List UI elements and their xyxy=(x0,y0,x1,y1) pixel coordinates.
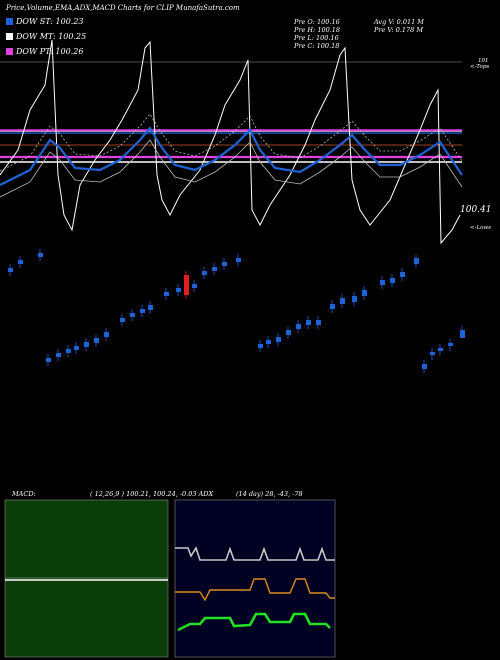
ema-line xyxy=(0,126,463,186)
candle-body-29 xyxy=(330,304,335,309)
macd-values: ( 12,26,9 ) 100.21, 100.24, -0.03 ADX xyxy=(90,490,214,498)
legend-item-dow-st: DOW ST: 100.23 xyxy=(6,17,86,26)
candle-body-extra-1 xyxy=(438,348,443,351)
tops-label: <-Tops xyxy=(470,64,490,70)
candle-body-10 xyxy=(120,318,125,322)
candle-body-28 xyxy=(316,320,321,325)
prev-stats: Pre O: 100.16 Pre H: 100.18 Pre L: 100.1… xyxy=(294,18,340,50)
candle-body-2 xyxy=(38,253,43,257)
candle-body-11 xyxy=(130,313,135,317)
adx-values: (14 day) 28, -43, -78 xyxy=(236,490,303,498)
candle-body-36 xyxy=(414,258,419,264)
candle-body-33 xyxy=(380,280,385,285)
adx-line xyxy=(175,546,335,561)
legend-item-dow-mt: DOW MT: 100.25 xyxy=(6,32,86,41)
candle-body-13 xyxy=(148,305,153,310)
candle-body-23 xyxy=(266,340,271,344)
legend-swatch-mt xyxy=(6,33,13,40)
candle-body-35 xyxy=(400,272,405,277)
candle-body-9 xyxy=(104,332,109,337)
legend-item-dow-pt: DOW PT: 100.26 xyxy=(6,47,86,56)
price-layer xyxy=(0,39,463,245)
candle-body-25 xyxy=(286,330,291,335)
candle-body-8 xyxy=(94,338,99,343)
candle-body-31 xyxy=(352,296,357,302)
chart-caption: Price,Volume,EMA,ADX,MACD Charts for CLI… xyxy=(6,4,240,12)
di-minus-line xyxy=(177,612,331,632)
stat-prev-volume: Pre V: 0.178 M xyxy=(374,26,424,34)
stat-prev-low: Pre L: 100.16 xyxy=(294,34,339,42)
candle-body-1 xyxy=(18,260,23,264)
candle-body-27 xyxy=(306,320,311,325)
stat-prev-high: Pre H: 100.18 xyxy=(294,26,341,34)
candle-body-30 xyxy=(340,298,345,304)
tops-value: 101 xyxy=(478,58,489,64)
candle-body-12 xyxy=(140,309,145,313)
candle-body-34 xyxy=(390,278,395,283)
candle-body-7 xyxy=(84,342,89,347)
macd-label: MACD: xyxy=(12,490,36,498)
candle-body-16 xyxy=(164,292,169,296)
candle-body-18 xyxy=(202,271,207,275)
candle-body-14 xyxy=(184,275,189,295)
legend-label-pt: DOW PT: 100.26 xyxy=(16,47,84,56)
candle-body-26 xyxy=(296,324,301,329)
lows-label: <-Lows xyxy=(470,225,491,231)
candle-body-extra-3 xyxy=(460,330,465,338)
price-value-label: 100.41 xyxy=(460,205,492,215)
candle-body-15 xyxy=(176,288,181,292)
volume-stats: Avg V: 0.011 M Pre V: 0.178 M xyxy=(374,18,424,34)
envelope-upper xyxy=(0,113,463,172)
candle-body-19 xyxy=(212,267,217,271)
candle-body-17 xyxy=(192,284,197,288)
candle-body-24 xyxy=(276,337,281,342)
candle-body-0 xyxy=(8,268,13,272)
candle-body-20 xyxy=(222,262,227,266)
envelope-lower xyxy=(0,139,463,198)
legend: DOW ST: 100.23 DOW MT: 100.25 DOW PT: 10… xyxy=(6,17,86,56)
candle-layer xyxy=(8,249,465,373)
stat-prev-close: Pre C: 100.18 xyxy=(294,42,340,50)
candle-body-32 xyxy=(362,290,367,296)
di-plus-line xyxy=(175,578,335,602)
stat-avg-volume: Avg V: 0.011 M xyxy=(374,18,424,26)
candle-body-22 xyxy=(258,344,263,348)
candle-body-6 xyxy=(74,346,79,350)
candle-body-3 xyxy=(46,358,51,362)
candle-body-4 xyxy=(56,353,61,357)
legend-label-mt: DOW MT: 100.25 xyxy=(16,32,87,41)
panel-layer xyxy=(4,499,336,658)
candle-body-extra-2 xyxy=(448,343,453,346)
candle-body-extra-0 xyxy=(430,352,435,355)
candle-body-21 xyxy=(236,258,241,262)
price-line xyxy=(0,39,461,245)
legend-swatch-st xyxy=(6,18,13,25)
legend-swatch-pt xyxy=(6,48,13,55)
candle-body-5 xyxy=(66,349,71,353)
legend-label-st: DOW ST: 100.23 xyxy=(16,17,84,26)
stat-prev-open: Pre O: 100.16 xyxy=(294,18,340,26)
candle-body-37 xyxy=(422,364,427,369)
macd-panel xyxy=(4,499,169,658)
